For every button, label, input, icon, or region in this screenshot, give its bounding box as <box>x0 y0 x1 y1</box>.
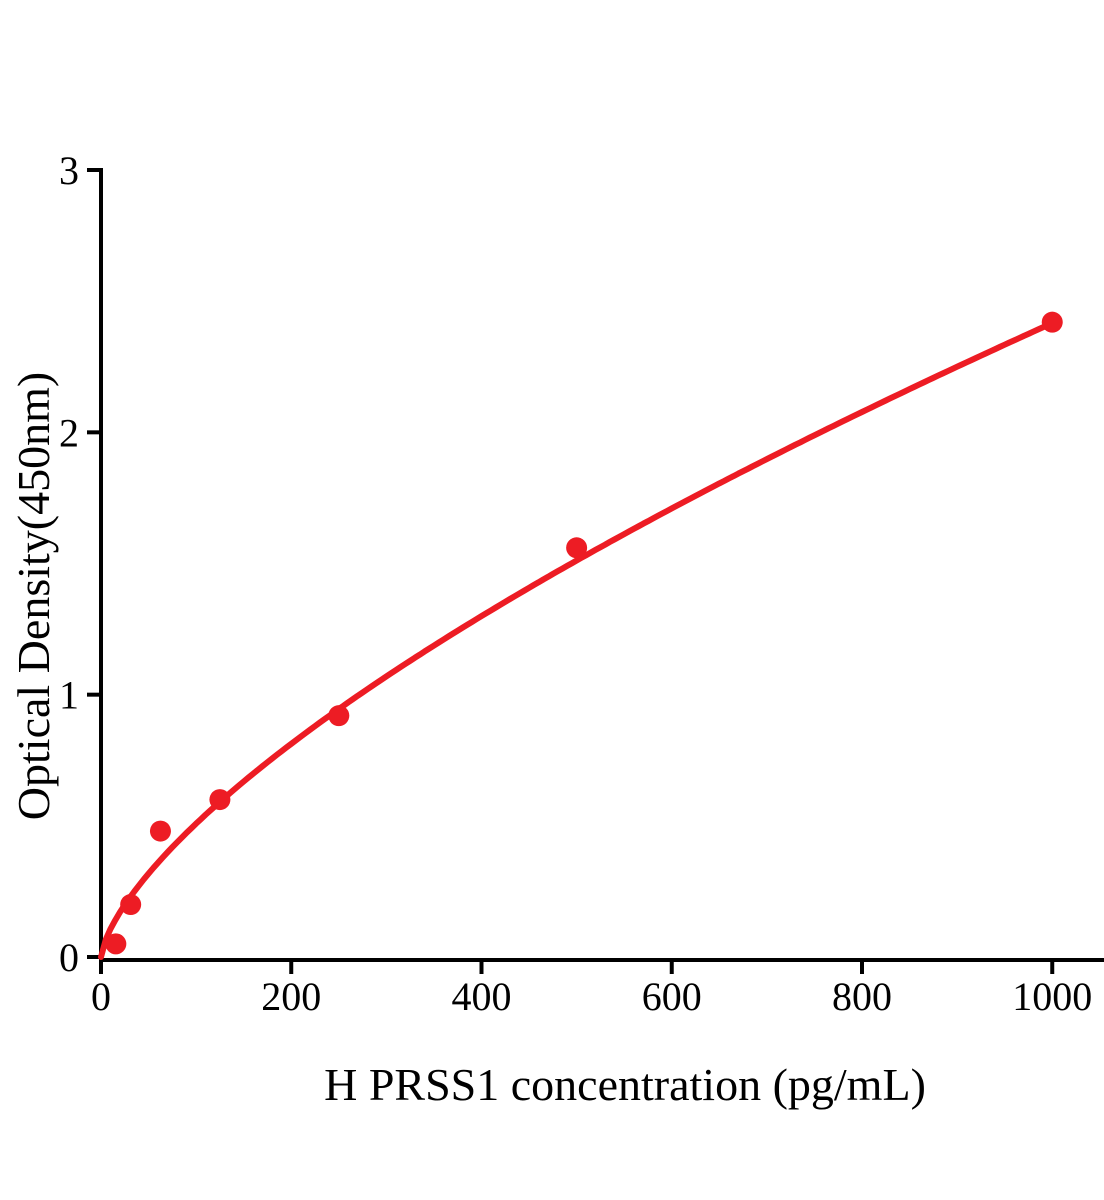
x-tick-label: 1000 <box>1012 974 1092 1019</box>
y-tick-label: 2 <box>59 410 79 455</box>
fitted-curve <box>98 320 1056 960</box>
y-tick-label: 3 <box>59 148 79 193</box>
data-point <box>149 820 171 842</box>
x-tick-label: 400 <box>452 974 512 1019</box>
x-axis-title: H PRSS1 concentration (pg/mL) <box>324 1059 926 1110</box>
x-tick-label: 0 <box>91 974 111 1019</box>
y-axis-title: Optical Density(450nm) <box>8 371 59 821</box>
data-point <box>1041 311 1063 333</box>
data-point <box>328 705 350 727</box>
data-point <box>120 894 142 916</box>
data-point <box>105 933 127 955</box>
x-tick-label: 800 <box>832 974 892 1019</box>
x-tick-label: 600 <box>642 974 702 1019</box>
data-point <box>209 789 231 811</box>
data-point <box>566 537 588 559</box>
x-tick-label: 200 <box>261 974 321 1019</box>
y-tick-label: 1 <box>59 673 79 718</box>
y-tick-label: 0 <box>59 935 79 980</box>
